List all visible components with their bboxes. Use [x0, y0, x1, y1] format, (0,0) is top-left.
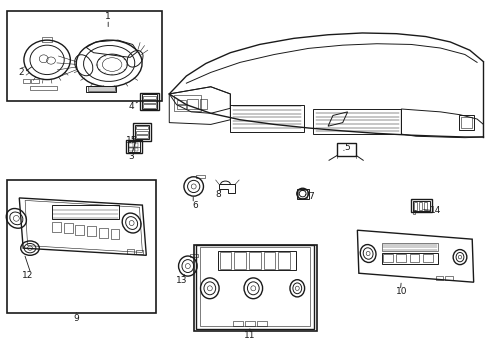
Bar: [111, 229, 120, 239]
Bar: [200, 99, 207, 109]
Bar: [230, 105, 304, 132]
Bar: [411, 199, 432, 212]
Bar: [64, 224, 73, 233]
Bar: [23, 79, 30, 83]
Bar: [42, 37, 52, 41]
Bar: [190, 254, 198, 257]
Bar: [6, 180, 156, 313]
Bar: [30, 86, 57, 90]
Bar: [424, 202, 427, 210]
Bar: [414, 202, 417, 210]
Bar: [245, 320, 255, 326]
Bar: [52, 205, 120, 220]
Bar: [257, 320, 267, 326]
Bar: [396, 254, 406, 262]
Bar: [459, 116, 474, 130]
Bar: [382, 253, 438, 264]
Bar: [136, 135, 148, 138]
Bar: [31, 79, 39, 83]
Bar: [75, 225, 84, 235]
Text: 4: 4: [129, 102, 134, 111]
Bar: [445, 276, 453, 280]
Bar: [140, 93, 159, 110]
Bar: [135, 125, 149, 139]
Bar: [461, 117, 472, 129]
Text: 14: 14: [430, 206, 441, 215]
Text: 7: 7: [308, 192, 314, 201]
Text: 12: 12: [22, 270, 33, 279]
Bar: [126, 140, 142, 153]
Text: 8: 8: [215, 190, 221, 199]
Bar: [174, 95, 201, 111]
Bar: [135, 148, 139, 151]
Bar: [233, 320, 243, 326]
Bar: [298, 190, 307, 198]
Bar: [413, 201, 430, 211]
Bar: [129, 143, 133, 147]
Bar: [410, 254, 419, 262]
Bar: [87, 226, 96, 236]
Bar: [383, 254, 393, 262]
Bar: [264, 252, 275, 269]
Bar: [142, 94, 157, 109]
Bar: [436, 276, 443, 280]
Text: 10: 10: [395, 287, 407, 296]
Bar: [419, 202, 422, 210]
Bar: [194, 244, 318, 330]
Text: 2: 2: [19, 68, 24, 77]
Bar: [135, 143, 139, 147]
Bar: [136, 131, 148, 134]
Bar: [234, 252, 246, 269]
Bar: [128, 141, 140, 152]
Bar: [382, 243, 438, 251]
Bar: [129, 148, 133, 151]
Bar: [136, 249, 143, 254]
Bar: [187, 99, 198, 109]
Bar: [218, 251, 296, 270]
Bar: [143, 96, 156, 99]
Text: 3: 3: [129, 152, 135, 161]
Bar: [423, 254, 433, 262]
Bar: [99, 228, 108, 238]
Bar: [278, 252, 290, 269]
Bar: [249, 252, 261, 269]
Bar: [176, 105, 186, 109]
Text: 15: 15: [126, 136, 137, 145]
Bar: [413, 210, 415, 214]
Bar: [133, 123, 151, 140]
Bar: [86, 86, 116, 92]
Bar: [337, 143, 356, 156]
Bar: [176, 100, 186, 104]
Text: 6: 6: [192, 201, 198, 210]
Bar: [297, 189, 309, 199]
Text: 9: 9: [74, 314, 79, 323]
Bar: [52, 222, 61, 232]
Text: 11: 11: [244, 332, 256, 341]
Bar: [136, 126, 148, 130]
Bar: [196, 175, 205, 178]
Text: 5: 5: [345, 143, 350, 152]
Bar: [220, 252, 231, 269]
Bar: [314, 109, 401, 134]
Bar: [200, 247, 311, 326]
Bar: [6, 12, 162, 101]
Bar: [143, 104, 156, 108]
Text: 1: 1: [105, 12, 111, 21]
Bar: [88, 86, 115, 91]
Bar: [143, 100, 156, 103]
Text: 13: 13: [176, 276, 187, 285]
Bar: [127, 249, 134, 253]
